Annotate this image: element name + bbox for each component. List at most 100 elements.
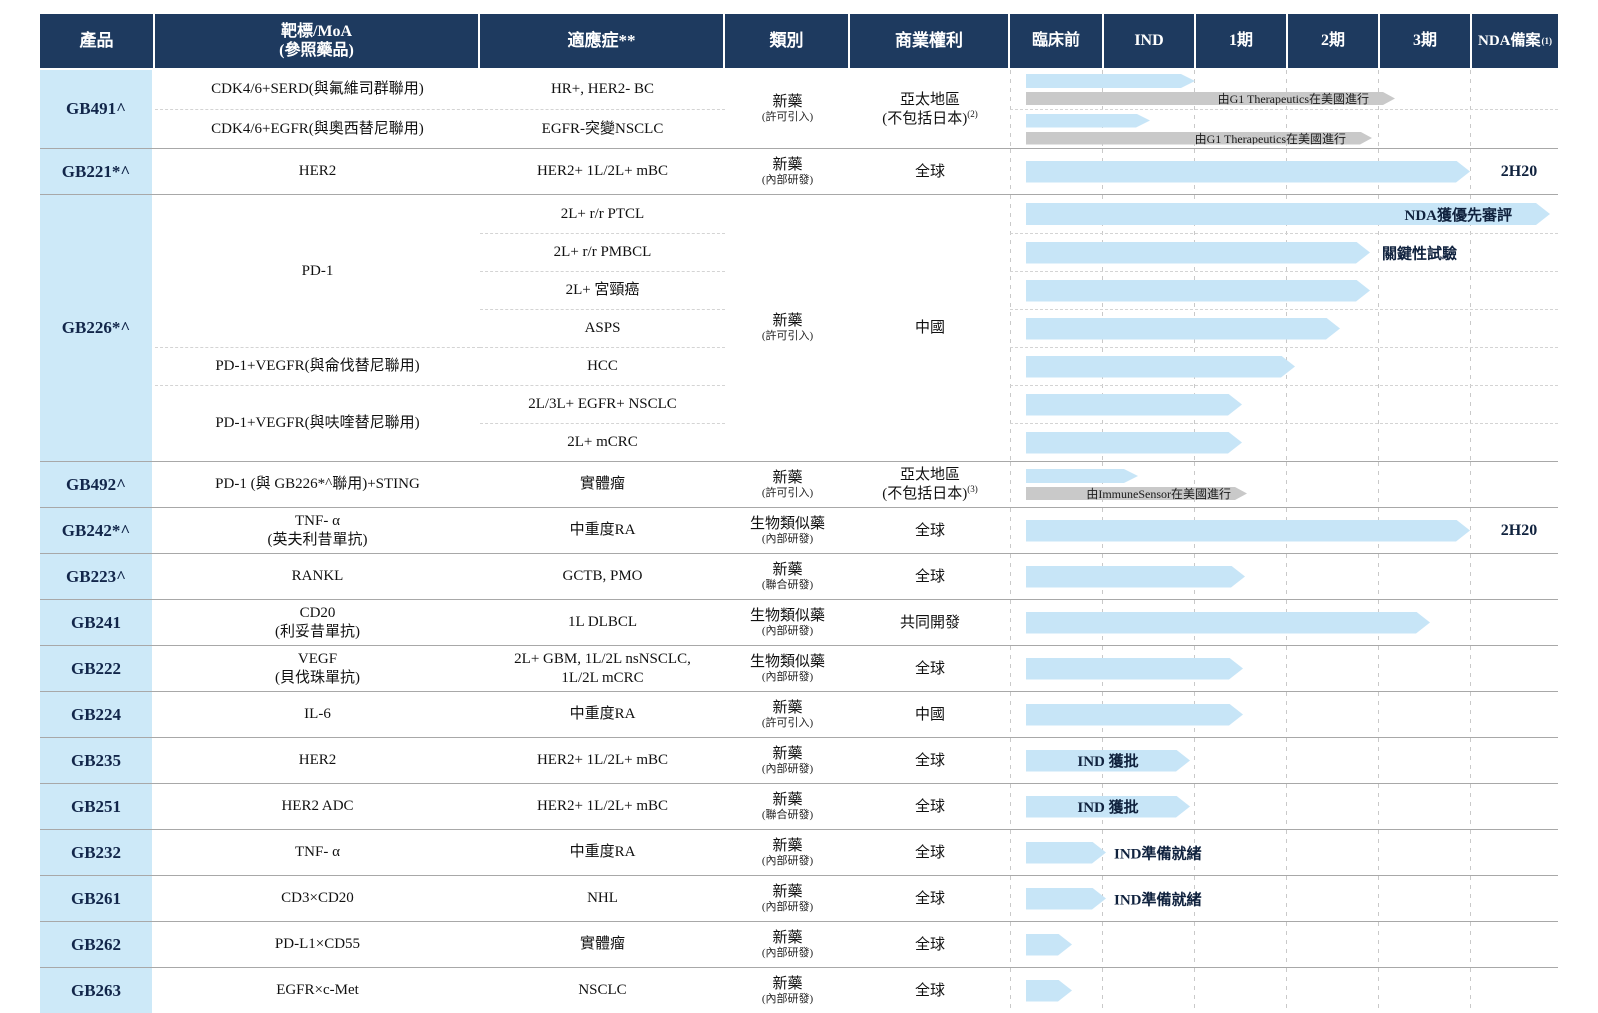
indication-label: 2L+ 宮頸癌 xyxy=(480,271,725,309)
gantt-row: IND準備就緒 xyxy=(1010,830,1558,875)
pipeline-group-gb224: GB224 IL-6 中重度RA 新藥 (許可引入) 中國 xyxy=(40,691,1558,737)
indication-label: HR+, HER2- BC xyxy=(550,81,655,98)
moa-label: CD3×CD20 xyxy=(281,890,354,907)
phase-bar xyxy=(1026,658,1243,680)
indication-label: 2L+ r/r PMBCL xyxy=(480,233,725,271)
product-name: GB235 xyxy=(40,738,155,783)
pipeline-group-gb242: GB242*^ TNF- α (英夫利昔單抗) 中重度RA 生物類似藥 (內部研發… xyxy=(40,507,1558,553)
us-trial-bar: 由G1 Therapeutics在美國進行 xyxy=(1026,132,1372,145)
category-label: 新藥 (聯合研發) xyxy=(761,791,814,821)
gantt-row xyxy=(1010,385,1558,423)
product-name: GB224 xyxy=(40,692,155,737)
product-name: GB251 xyxy=(40,784,155,829)
rights-label: 全球 xyxy=(914,936,945,953)
category-label: 新藥 (內部研發) xyxy=(761,837,814,867)
phase-bar xyxy=(1026,704,1243,726)
pipeline-table: 產品 靶標/MoA (參照藥品) 適應症** 類別 商業權利 臨床前 IND 1… xyxy=(40,14,1558,1013)
category-label: 新藥 (內部研發) xyxy=(761,929,814,959)
indication-label: 中重度RA xyxy=(569,844,636,861)
category-label: 新藥 (內部研發) xyxy=(761,975,814,1005)
col-header-ind: IND xyxy=(1102,14,1194,68)
category-label: 新藥 (許可引入) xyxy=(761,94,814,124)
phase-bar xyxy=(1026,469,1138,483)
gantt-row xyxy=(1010,922,1558,967)
gantt-row xyxy=(1010,600,1558,645)
indication-label: 1L DLBCL xyxy=(567,614,638,631)
col-header-rights: 商業權利 xyxy=(850,14,1010,68)
indication-label: NSCLC xyxy=(578,982,627,999)
moa-label: VEGF (貝伐珠單抗) xyxy=(275,650,360,686)
pipeline-group-gb222: GB222 VEGF (貝伐珠單抗) 2L+ GBM, 1L/2L nsNSCLC… xyxy=(40,645,1558,691)
indication-label: 中重度RA xyxy=(569,522,636,539)
product-name: GB221*^ xyxy=(40,149,155,194)
milestone-note: 2H20 xyxy=(1500,162,1538,180)
product-name: GB232 xyxy=(40,830,155,875)
us-trial-bar: 由ImmuneSensor在美國進行 xyxy=(1026,487,1247,500)
phase-bar xyxy=(1026,242,1370,264)
phase-bar xyxy=(1026,980,1072,1002)
col-header-phase1: 1期 xyxy=(1194,14,1286,68)
rights-label: 全球 xyxy=(914,568,945,585)
pipeline-group-gb492: GB492^ PD-1 (與 GB226*^聯用)+STING 實體瘤 新藥 (… xyxy=(40,461,1558,507)
rights-label: 全球 xyxy=(914,660,945,677)
gantt-row: IND 獲批 xyxy=(1010,738,1558,783)
pipeline-group-gb221: GB221*^ HER2 HER2+ 1L/2L+ mBC 新藥 (內部研發) … xyxy=(40,148,1558,194)
phase-bar: IND 獲批 xyxy=(1026,796,1190,818)
rights-label: 全球 xyxy=(914,982,945,999)
gantt-row xyxy=(1010,423,1558,461)
rights-label: 亞太地區 (不包括日本)(3) xyxy=(882,467,978,502)
phase-bar xyxy=(1026,318,1340,340)
indication-label: 實體瘤 xyxy=(579,936,625,953)
product-name: GB223^ xyxy=(40,554,155,599)
pipeline-group-gb263: GB263 EGFR×c-Met NSCLC 新藥 (內部研發) 全球 xyxy=(40,967,1558,1013)
moa-label: HER2 ADC xyxy=(281,798,354,815)
category-label: 新藥 (內部研發) xyxy=(761,745,814,775)
gantt-row xyxy=(1010,692,1558,737)
category-label: 新藥 (許可引入) xyxy=(761,699,814,729)
indication-label: 實體瘤 xyxy=(579,476,625,493)
moa-label: PD-1+VEGFR(與呋喹替尼聯用) xyxy=(155,385,480,461)
indication-label: GCTB, PMO xyxy=(562,568,643,585)
gantt-row xyxy=(1010,968,1558,1013)
rights-label: 全球 xyxy=(914,163,945,180)
indication-label: 2L+ r/r PTCL xyxy=(560,205,645,222)
category-label: 生物類似藥 (內部研發) xyxy=(749,607,825,637)
pipeline-group-gb262: GB262 PD-L1×CD55 實體瘤 新藥 (內部研發) 全球 xyxy=(40,921,1558,967)
category-label: 新藥 (內部研發) xyxy=(761,156,814,186)
pipeline-group-gb491: GB491^ CDK4/6+SERD(與氟維司群聯用) CDK4/6+EGFR(… xyxy=(40,70,1558,148)
indication-label: HER2+ 1L/2L+ mBC xyxy=(536,798,669,815)
rights-label: 全球 xyxy=(914,890,945,907)
phase-bar xyxy=(1026,432,1242,454)
gantt-row xyxy=(1010,554,1558,599)
gantt-row: 由G1 Therapeutics在美國進行 xyxy=(1010,70,1558,109)
product-name: GB242*^ xyxy=(40,508,155,553)
moa-label: HER2 xyxy=(298,163,337,180)
us-trial-bar: 由G1 Therapeutics在美國進行 xyxy=(1026,92,1395,105)
indication-label: HCC xyxy=(480,347,725,385)
phase-bar xyxy=(1026,888,1106,910)
phase-bar xyxy=(1026,934,1072,956)
moa-label: TNF- α xyxy=(295,844,340,861)
indication-label: 2L+ mCRC xyxy=(480,423,725,461)
gantt-row xyxy=(1010,646,1558,691)
product-name: GB263 xyxy=(40,968,155,1013)
product-name: GB492^ xyxy=(40,462,155,507)
col-header-moa-line1: 靶標/MoA xyxy=(280,22,353,40)
milestone-note: 關鍵性試驗 xyxy=(1382,246,1458,262)
moa-label: EGFR×c-Met xyxy=(276,982,359,999)
phase-bar: NDA獲優先審評 xyxy=(1026,203,1550,225)
moa-label: IL-6 xyxy=(304,706,331,723)
gantt-row xyxy=(1010,271,1558,309)
indication-label: NHL xyxy=(587,890,618,907)
col-header-phases: 臨床前 IND 1期 2期 3期 NDA備案 (1) xyxy=(1010,14,1558,68)
gantt-row: 2H20 xyxy=(1010,149,1558,194)
pipeline-group-gb235: GB235 HER2 HER2+ 1L/2L+ mBC 新藥 (內部研發) 全球… xyxy=(40,737,1558,783)
rights-label: 中國 xyxy=(914,706,945,723)
moa-label: CDK4/6+EGFR(與奧西替尼聯用) xyxy=(155,109,480,148)
category-label: 生物類似藥 (內部研發) xyxy=(749,515,825,545)
pipeline-group-gb241: GB241 CD20 (利妥昔單抗) 1L DLBCL 生物類似藥 (內部研發) … xyxy=(40,599,1558,645)
milestone-note: 2H20 xyxy=(1500,521,1538,539)
product-name: GB226*^ xyxy=(40,195,155,461)
table-header: 產品 靶標/MoA (參照藥品) 適應症** 類別 商業權利 臨床前 IND 1… xyxy=(40,14,1558,68)
rights-label: 中國 xyxy=(914,320,945,336)
